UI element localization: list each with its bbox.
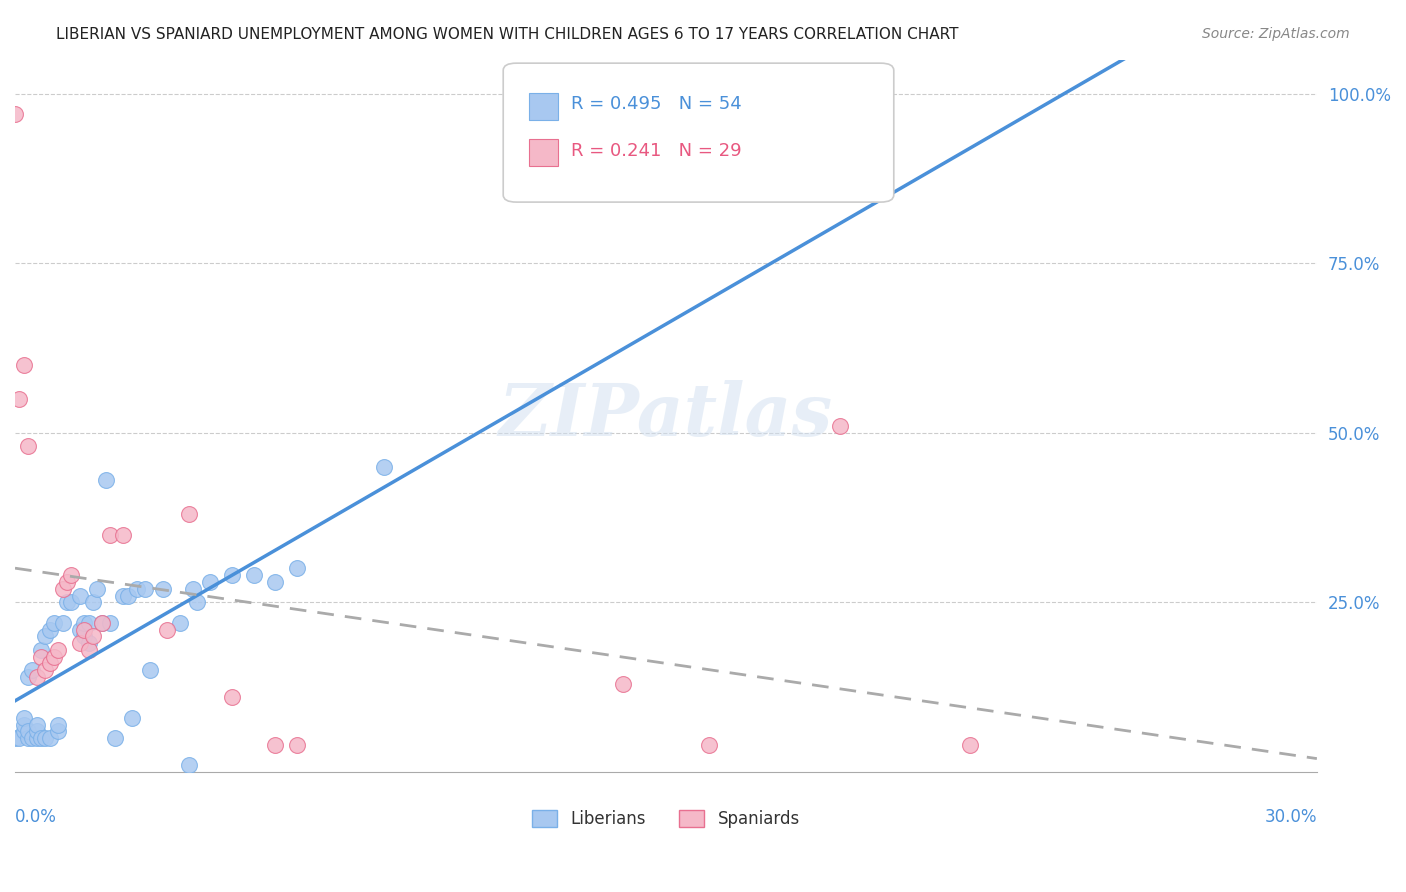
Point	[48, 724, 70, 739]
Point	[90, 615, 112, 630]
Point	[117, 589, 139, 603]
Point	[56, 595, 79, 609]
Point	[221, 690, 243, 705]
Point	[25, 670, 48, 684]
Point	[38, 731, 60, 745]
Point	[42, 649, 65, 664]
Point	[112, 527, 135, 541]
Text: Source: ZipAtlas.com: Source: ZipAtlas.com	[1202, 27, 1350, 41]
Point	[4, 731, 27, 745]
Text: 0.0%: 0.0%	[15, 807, 56, 826]
Point	[60, 568, 83, 582]
Text: R = 0.241   N = 29: R = 0.241 N = 29	[571, 142, 741, 160]
Point	[100, 527, 122, 541]
Point	[285, 738, 308, 752]
Point	[42, 615, 65, 630]
Point	[30, 731, 52, 745]
Point	[17, 731, 39, 745]
Point	[73, 615, 96, 630]
Point	[52, 615, 75, 630]
Point	[34, 731, 56, 745]
Point	[69, 636, 91, 650]
Point	[200, 575, 222, 590]
Point	[38, 623, 60, 637]
Point	[56, 575, 79, 590]
Point	[34, 663, 56, 677]
Point	[112, 589, 135, 603]
Point	[82, 629, 104, 643]
FancyBboxPatch shape	[503, 63, 894, 202]
Point	[25, 731, 48, 745]
Point	[138, 663, 160, 677]
Point	[38, 657, 60, 671]
Point	[264, 738, 287, 752]
Point	[169, 615, 191, 630]
Text: LIBERIAN VS SPANIARD UNEMPLOYMENT AMONG WOMEN WITH CHILDREN AGES 6 TO 17 YEARS C: LIBERIAN VS SPANIARD UNEMPLOYMENT AMONG …	[56, 27, 959, 42]
Point	[90, 615, 112, 630]
Point	[77, 636, 100, 650]
Point	[21, 731, 44, 745]
Point	[73, 629, 96, 643]
Point	[8, 392, 31, 406]
Point	[152, 582, 174, 596]
Point	[34, 629, 56, 643]
Legend: Liberians, Spaniards: Liberians, Spaniards	[526, 804, 807, 835]
Point	[17, 670, 39, 684]
Point	[13, 724, 35, 739]
Point	[242, 568, 264, 582]
Point	[8, 731, 31, 745]
Point	[69, 589, 91, 603]
Point	[125, 582, 148, 596]
Text: R = 0.495   N = 54: R = 0.495 N = 54	[571, 95, 741, 113]
Point	[17, 724, 39, 739]
Point	[104, 731, 127, 745]
Point	[25, 724, 48, 739]
Point	[177, 758, 200, 772]
Point	[73, 623, 96, 637]
Point	[285, 561, 308, 575]
Point	[86, 582, 108, 596]
Point	[13, 358, 35, 372]
Point	[77, 643, 100, 657]
Text: 30.0%: 30.0%	[1264, 807, 1317, 826]
Point	[959, 738, 981, 752]
Point	[612, 677, 634, 691]
Point	[69, 623, 91, 637]
Point	[52, 582, 75, 596]
Bar	[529, 93, 558, 120]
Point	[828, 419, 851, 434]
Point	[30, 649, 52, 664]
Point	[186, 595, 208, 609]
Point	[94, 473, 117, 487]
Text: ZIPatlas: ZIPatlas	[499, 380, 832, 451]
Point	[13, 717, 35, 731]
Point	[21, 663, 44, 677]
Point	[60, 595, 83, 609]
Point	[25, 717, 48, 731]
Point	[30, 643, 52, 657]
Point	[181, 582, 204, 596]
Point	[134, 582, 156, 596]
Bar	[529, 139, 558, 167]
Point	[699, 738, 721, 752]
Point	[17, 439, 39, 453]
Point	[82, 595, 104, 609]
Point	[177, 507, 200, 521]
Point	[100, 615, 122, 630]
Point	[48, 717, 70, 731]
Point	[156, 623, 179, 637]
Point	[48, 643, 70, 657]
Point	[221, 568, 243, 582]
Point	[264, 575, 287, 590]
Point	[13, 711, 35, 725]
Point	[4, 107, 27, 121]
Point	[373, 459, 395, 474]
Point	[77, 615, 100, 630]
Point	[121, 711, 143, 725]
